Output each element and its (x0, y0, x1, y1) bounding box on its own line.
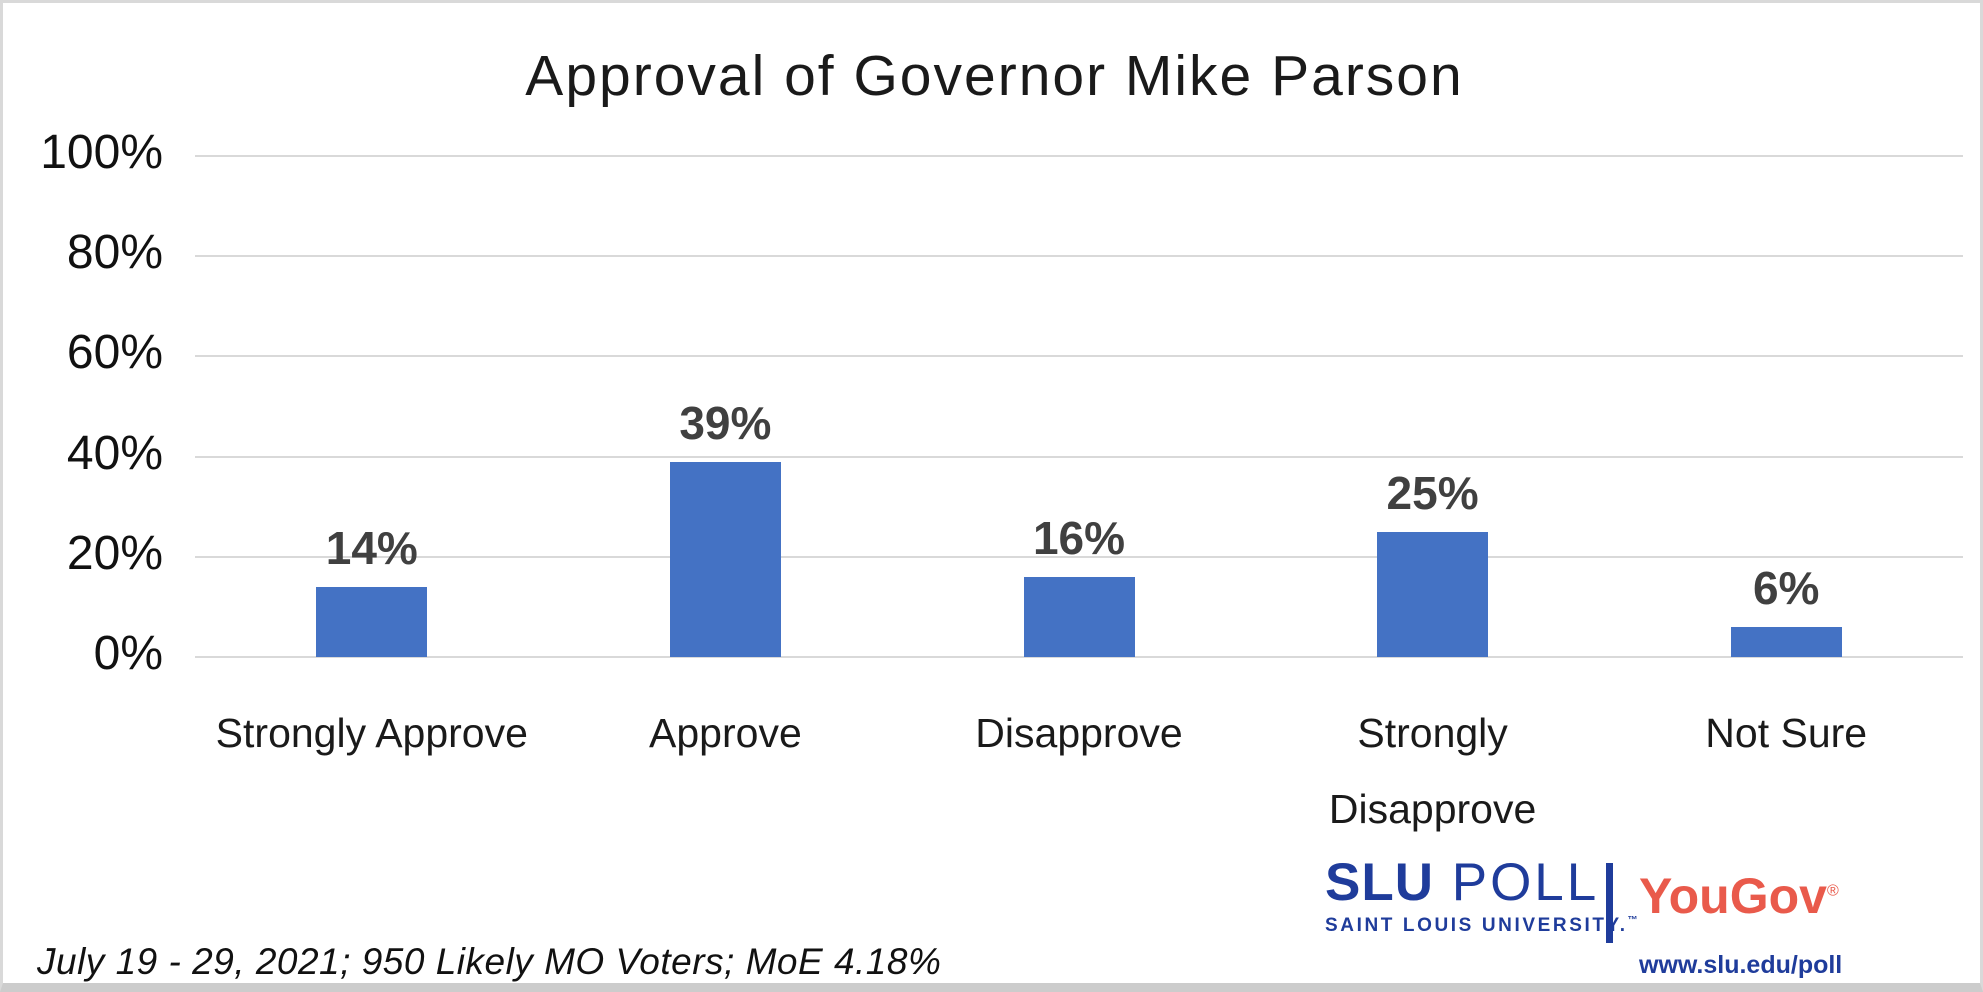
gridline-80 (195, 255, 1963, 258)
yougov-logo: YouGov® (1639, 867, 1839, 925)
chart-title: Approval of Governor Mike Parson (525, 44, 1464, 108)
category-label-disapprove: Disapprove (975, 710, 1183, 756)
slu-wordmark-light: POLL (1434, 853, 1600, 912)
bar-strongly-approve (316, 586, 428, 657)
bar-not-sure (1730, 626, 1842, 657)
yougov-wordmark: YouGov (1639, 868, 1827, 924)
category-label-strongly-approve: Strongly Approve (215, 710, 528, 756)
gridline-40 (195, 455, 1963, 458)
slu-poll-logo: SLU POLL SAINT LOUIS UNIVERSITY.™ (1325, 855, 1638, 937)
y-axis-tick-100: 100% (40, 126, 163, 179)
branding: SLU POLL SAINT LOUIS UNIVERSITY.™ YouGov… (1325, 855, 1843, 983)
data-label-strongly-disapprove: 25% (1386, 466, 1479, 519)
bar-strongly-disapprove (1377, 531, 1489, 657)
category-label-not-sure: Not Sure (1705, 710, 1868, 756)
gridline-0 (195, 656, 1963, 658)
y-axis-tick-40: 40% (66, 426, 163, 480)
trademark-symbol: ™ (1627, 915, 1641, 926)
data-label-approve: 39% (679, 396, 772, 449)
gridline-60 (195, 355, 1963, 358)
slu-university-subtitle: SAINT LOUIS UNIVERSITY.™ (1325, 915, 1638, 937)
survey-footnote: July 19 - 29, 2021; 950 Likely MO Voters… (37, 941, 942, 982)
y-axis-tick-20: 20% (66, 526, 163, 580)
data-label-disapprove: 16% (1032, 511, 1126, 564)
y-axis-tick-0: 0% (93, 627, 163, 680)
data-label-not-sure: 6% (1752, 561, 1820, 614)
slu-subtitle-text: SAINT LOUIS UNIVERSITY. (1325, 915, 1628, 936)
gridline-20 (195, 555, 1963, 558)
bar-disapprove (1023, 576, 1135, 657)
category-label-strongly-disapprove: Strongly Disapprove (1328, 710, 1537, 832)
y-axis-tick-60: 60% (66, 326, 163, 380)
registered-symbol: ® (1826, 882, 1839, 900)
logo-divider (1606, 863, 1613, 943)
slu-poll-wordmark: SLU POLL (1325, 855, 1601, 911)
category-label-approve: Approve (649, 710, 802, 756)
data-label-strongly-approve: 14% (325, 521, 418, 574)
bar-approve (669, 461, 781, 657)
gridline-100 (195, 155, 1963, 157)
y-axis-tick-80: 80% (66, 226, 163, 280)
slu-wordmark-bold: SLU (1325, 853, 1434, 912)
slu-poll-url: www.slu.edu/poll (1639, 951, 1843, 979)
